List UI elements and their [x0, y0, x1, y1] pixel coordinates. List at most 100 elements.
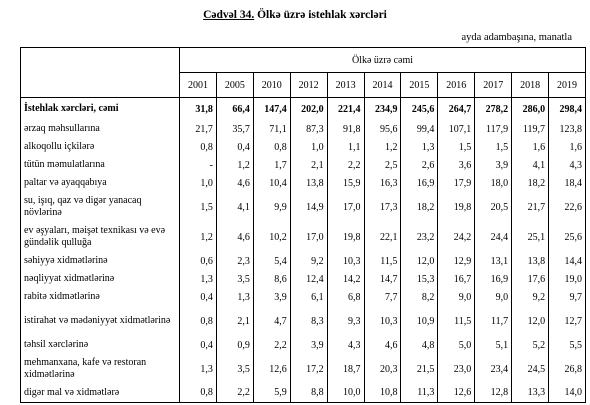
value-cell: 18,7	[326, 354, 365, 384]
value-cell: 8,8	[289, 384, 328, 403]
value-cell: 119,7	[511, 120, 550, 138]
value-cell: 18,0	[474, 174, 513, 192]
value-cell: 6,1	[289, 288, 328, 306]
value-cell: 1,3	[179, 354, 217, 384]
value-cell: 19,8	[326, 222, 365, 252]
value-cell: 8,2	[400, 288, 439, 306]
value-cell: 0,8	[252, 138, 291, 156]
value-cell: 16,9	[400, 174, 439, 192]
value-cell: 5,5	[548, 336, 586, 354]
value-cell: 13,3	[511, 384, 550, 403]
value-cell: 23,2	[400, 222, 439, 252]
value-cell: 117,9	[474, 120, 513, 138]
value-cell: 16,7	[437, 270, 476, 288]
value-cell: 12,6	[437, 384, 476, 403]
year-header: 2013	[326, 72, 365, 98]
value-cell: 10,4	[252, 174, 291, 192]
value-cell: 12,9	[437, 252, 476, 270]
value-cell: 21,7	[511, 192, 550, 222]
value-cell: 0,4	[215, 138, 254, 156]
value-cell: 2,3	[215, 252, 254, 270]
value-cell: 4,8	[400, 336, 439, 354]
value-cell: 4,1	[215, 192, 254, 222]
value-cell: 4,1	[511, 156, 550, 174]
row-label: digər mal və xidmətlərə	[20, 384, 180, 403]
table-row: ərzaq məhsullarına 21,7 35,7 71,1 87,3 91,8 95…	[20, 120, 586, 138]
value-cell: 14,2	[326, 270, 365, 288]
value-cell: 1,5	[437, 138, 476, 156]
year-header: 2018	[511, 72, 550, 98]
value-cell: 35,7	[215, 120, 254, 138]
value-cell: 234,9	[363, 97, 402, 120]
value-cell: 87,3	[289, 120, 328, 138]
value-cell: 71,1	[252, 120, 291, 138]
value-cell: 264,7	[437, 97, 476, 120]
group-header: Ölkə üzrə cəmi	[179, 47, 586, 73]
value-cell: 16,9	[474, 270, 513, 288]
value-cell: 12,0	[400, 252, 439, 270]
value-cell: 3,9	[252, 288, 291, 306]
value-cell: 9,0	[437, 288, 476, 306]
value-cell: 2,2	[326, 156, 365, 174]
value-cell: 11,3	[400, 384, 439, 403]
value-cell: 4,6	[363, 336, 402, 354]
value-cell: 12,4	[289, 270, 328, 288]
year-header: 2016	[437, 72, 476, 98]
row-label: mehmanxana, kafe və restoran xidmətlərin…	[20, 354, 180, 384]
row-label: alkoqollu içkilərə	[20, 138, 180, 156]
value-cell: 18,4	[548, 174, 586, 192]
unit-note: ayda adambaşına, manatla	[461, 32, 573, 43]
value-cell: 25,1	[511, 222, 550, 252]
value-cell: 11,5	[363, 252, 402, 270]
value-cell: -	[179, 156, 217, 174]
value-cell: 0,8	[179, 384, 217, 403]
value-cell: 8,3	[289, 306, 328, 336]
table-row: rabitə xidmətlərinə 0,4 1,3 3,9 6,1 6,8 7,7 8,2…	[20, 288, 586, 306]
value-cell: 17,2	[289, 354, 328, 384]
value-cell: 7,7	[363, 288, 402, 306]
years-row: 2001 2005 2010 2012 2013 2014 2015 2016 2017 2018…	[21, 72, 586, 98]
table-title: Cədvəl 34. Ölkə üzrə istehlak xərcləri	[0, 9, 590, 21]
value-cell: 1,2	[179, 222, 217, 252]
value-cell: 2,2	[215, 384, 254, 403]
value-cell: 1,2	[363, 138, 402, 156]
value-cell: 31,8	[179, 97, 217, 120]
title-number: Cədvəl 34.	[203, 9, 255, 21]
value-cell: 17,0	[289, 222, 328, 252]
value-cell: 9,9	[252, 192, 291, 222]
value-cell: 22,6	[548, 192, 586, 222]
value-cell: 25,6	[548, 222, 586, 252]
value-cell: 11,7	[474, 306, 513, 336]
row-label: nəqliyyat xidmətlərinə	[20, 270, 180, 288]
table-row: ev əşyaları, məişət texnikası və evə gün…	[20, 222, 586, 252]
table-row: tütün məmulatlarına -1,2 1,7 2,1 2,2 2,5 2,6 3,…	[20, 156, 586, 174]
table-row: İstehlak xərcləri, cəmi 31,8 66,4 147,4 202,…	[20, 97, 586, 120]
value-cell: 14,7	[363, 270, 402, 288]
row-label: su, işıq, qaz və digər yanacaq növlərinə	[20, 192, 180, 222]
year-header: 2012	[289, 72, 328, 98]
year-header: 2019	[548, 72, 586, 98]
value-cell: 10,0	[326, 384, 365, 403]
year-header: 2015	[400, 72, 439, 98]
table-row: mehmanxana, kafe və restoran xidmətlərin…	[20, 354, 586, 384]
value-cell: 1,7	[252, 156, 291, 174]
table-row: alkoqollu içkilərə 0,8 0,4 0,8 1,0 1,1 1,2 1,3 1…	[20, 138, 586, 156]
value-cell: 99,4	[400, 120, 439, 138]
value-cell: 18,2	[511, 174, 550, 192]
value-cell: 9,2	[289, 252, 328, 270]
row-label: İstehlak xərcləri, cəmi	[20, 97, 180, 120]
value-cell: 1,6	[548, 138, 586, 156]
value-cell: 3,9	[289, 336, 328, 354]
value-cell: 9,2	[511, 288, 550, 306]
value-cell: 5,4	[252, 252, 291, 270]
table-row: təhsil xərclərinə 0,4 0,9 2,2 3,9 4,3 4,6 4,8 5,…	[20, 336, 586, 354]
year-header: 2001	[179, 72, 217, 98]
row-label: tütün məmulatlarına	[20, 156, 180, 174]
value-cell: 21,7	[179, 120, 217, 138]
value-cell: 12,0	[511, 306, 550, 336]
value-cell: 13,8	[289, 174, 328, 192]
value-cell: 66,4	[215, 97, 254, 120]
value-cell: 22,1	[363, 222, 402, 252]
value-cell: 5,1	[474, 336, 513, 354]
value-cell: 15,3	[400, 270, 439, 288]
